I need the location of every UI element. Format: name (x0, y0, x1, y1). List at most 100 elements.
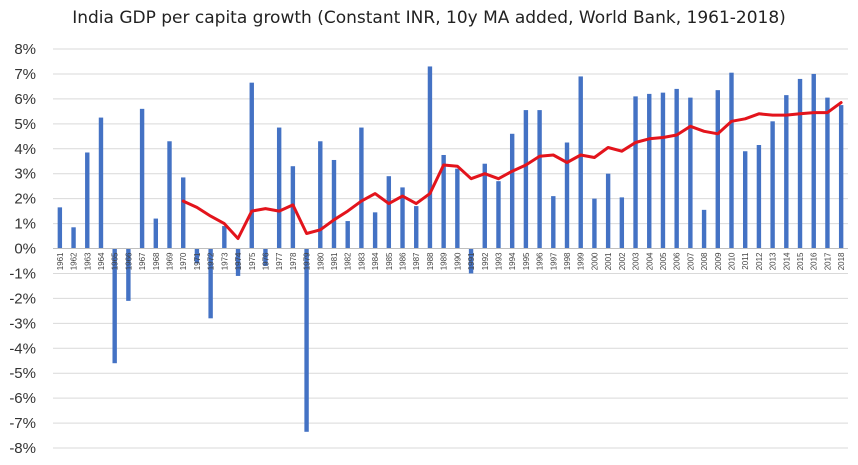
bar (537, 110, 542, 249)
bar (742, 151, 748, 249)
bar (318, 141, 323, 249)
bar (372, 212, 378, 249)
bar (756, 145, 762, 249)
x-tick-label: 1971 (193, 252, 202, 270)
bar (249, 82, 254, 249)
x-tick-label: 1988 (426, 252, 435, 270)
bar (551, 196, 556, 249)
x-tick-label: 2016 (810, 252, 819, 270)
bar (331, 159, 337, 249)
bar (688, 97, 693, 249)
bar (811, 73, 816, 249)
x-tick-label: 1994 (508, 252, 517, 270)
x-axis: 1961 1962 1963 1964 1965 1966 1967 1968 1969 1970… (53, 248, 848, 270)
x-tick-label: 1965 (111, 252, 120, 270)
x-tick-label: 1989 (440, 252, 449, 270)
x-tick-label: 2002 (618, 252, 627, 270)
x-tick-label: 1991 (467, 252, 476, 270)
x-tick-label: 2013 (769, 252, 778, 270)
y-tick-label: 4% (14, 141, 36, 158)
x-tick-label: 1976 (261, 252, 270, 270)
bar (153, 218, 159, 249)
x-tick-label: 2006 (673, 252, 682, 270)
x-tick-label: 2010 (727, 252, 736, 270)
y-tick-label: -4% (9, 340, 36, 357)
y-tick-label: 7% (14, 66, 36, 83)
bar (85, 152, 90, 249)
bar (592, 198, 597, 249)
x-tick-label: 2012 (755, 252, 764, 270)
x-tick-label: 2017 (823, 252, 832, 270)
bar (194, 248, 200, 264)
bar (564, 142, 570, 249)
x-tick-label: 2015 (796, 252, 805, 270)
bar (468, 248, 474, 274)
bar (784, 95, 789, 249)
x-tick-label: 2000 (590, 252, 599, 270)
x-tick-label: 1977 (275, 252, 284, 270)
bar (112, 248, 117, 364)
x-tick-label: 2014 (782, 252, 791, 270)
bar (441, 154, 446, 249)
y-tick-label: -7% (9, 415, 36, 432)
x-tick-label: 1995 (522, 252, 531, 270)
x-tick-label: 1986 (399, 252, 408, 270)
x-tick-label: 1964 (97, 252, 106, 270)
bar (345, 221, 350, 249)
x-tick-label: 1979 (303, 252, 312, 270)
y-tick-label: 5% (14, 116, 36, 133)
x-tick-label: 2011 (741, 252, 750, 270)
bar-series (57, 66, 844, 432)
bar (139, 108, 145, 249)
bar (71, 227, 76, 249)
x-tick-label: 1961 (56, 252, 65, 270)
bar (126, 248, 131, 301)
x-tick-label: 1980 (316, 252, 325, 270)
x-tick-label: 1972 (207, 252, 216, 270)
moving-average-line (181, 101, 843, 240)
bar (838, 105, 844, 249)
bar (167, 141, 172, 249)
y-tick-label: -8% (9, 440, 36, 457)
x-tick-label: 1982 (344, 252, 353, 270)
x-tick-label: 1967 (138, 252, 147, 270)
bar (455, 168, 460, 249)
x-tick-label: 1978 (289, 252, 298, 270)
x-tick-label: 2001 (604, 252, 613, 270)
x-tick-label: 1962 (70, 252, 79, 270)
bar (222, 226, 227, 249)
x-tick-label: 1998 (563, 252, 572, 270)
x-tick-label: 1999 (577, 252, 586, 270)
x-tick-label: 1983 (357, 252, 366, 270)
bar (674, 88, 679, 249)
x-tick-label: 1969 (166, 252, 175, 270)
x-tick-label: 2004 (645, 252, 654, 270)
bar (98, 117, 104, 249)
x-tick-label: 2018 (837, 252, 846, 270)
y-tick-label: -3% (9, 315, 36, 332)
bar (715, 90, 720, 249)
x-tick-label: 1963 (83, 252, 92, 270)
bar (509, 133, 515, 249)
bar (414, 206, 419, 249)
bar (729, 72, 734, 249)
y-tick-label: -1% (9, 265, 36, 282)
y-tick-label: 2% (14, 191, 36, 208)
x-tick-label: 1985 (385, 252, 394, 270)
bar (605, 173, 611, 249)
bar (386, 176, 392, 249)
x-tick-label: 1992 (481, 252, 490, 270)
bar (427, 66, 433, 249)
bar (825, 97, 830, 249)
bar (770, 121, 775, 249)
x-tick-label: 1975 (248, 252, 257, 270)
x-tick-label: 2007 (686, 252, 695, 270)
bar (359, 127, 364, 249)
bar (276, 127, 282, 249)
bar (619, 197, 625, 249)
x-tick-label: 1966 (124, 252, 133, 270)
bar (57, 207, 63, 249)
y-tick-label: 6% (14, 91, 36, 108)
bar (523, 110, 529, 249)
